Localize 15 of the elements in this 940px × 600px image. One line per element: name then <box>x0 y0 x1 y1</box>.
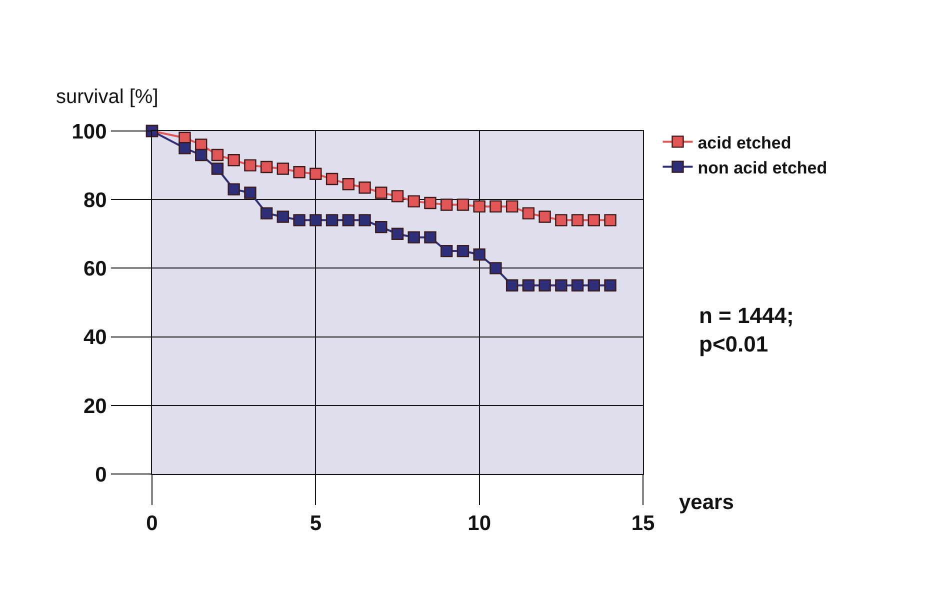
x-tick-label: 5 <box>310 512 322 536</box>
text: n = 1444; p<0.01 <box>699 303 794 357</box>
x-axis-title: years <box>679 491 734 514</box>
legend-label: acid etched <box>698 133 792 152</box>
y-tick-label: 60 <box>83 258 107 281</box>
y-tick-label: 40 <box>83 326 107 350</box>
y-tick-label: 20 <box>83 394 107 418</box>
legend-label: non acid etched <box>698 158 828 178</box>
y-axis-title: survival [%] <box>56 86 158 108</box>
x-tick-label: 0 <box>146 512 158 536</box>
y-tick-label: 100 <box>72 120 107 144</box>
y-tick-label: 80 <box>83 188 107 212</box>
x-tick-label: 15 <box>631 512 655 536</box>
y-tick-label: 0 <box>95 463 107 486</box>
x-tick-label: 10 <box>468 512 492 536</box>
